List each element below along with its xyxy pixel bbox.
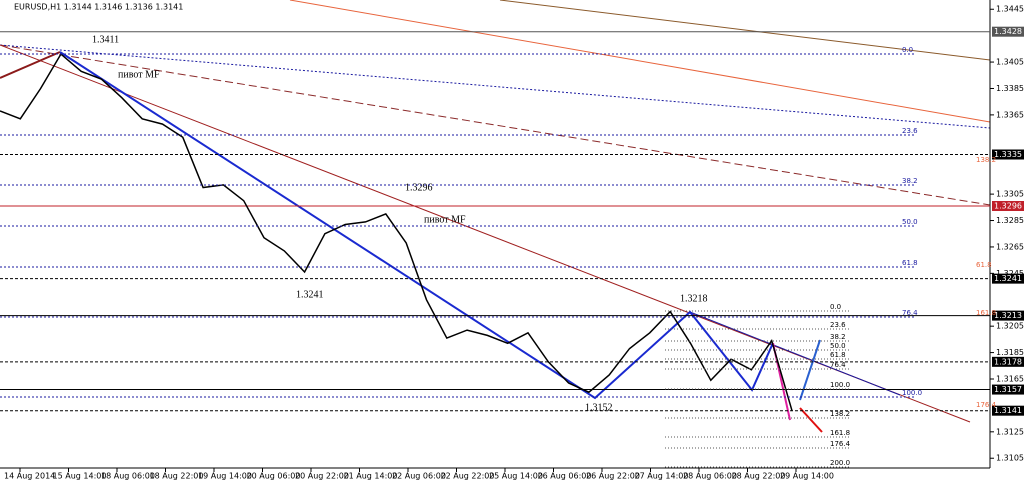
price-marker-label: 1.3296 [994, 202, 1022, 211]
fib-label: 76.4 [830, 361, 846, 369]
price-marker-label: 1.3178 [994, 357, 1022, 366]
zigzag [59, 51, 774, 400]
fib-label: 38.2 [830, 333, 846, 341]
fib-label: 61.8 [902, 259, 918, 267]
x-tick-label: 18 Aug 06:00 [101, 472, 155, 481]
price-marker [992, 26, 1024, 37]
y-tick-label: 1.3125 [996, 427, 1024, 436]
x-tick-label: 22 Aug 06:00 [392, 472, 446, 481]
fib-label: 61.8 [976, 261, 992, 269]
price-marker [992, 356, 1024, 367]
trendline [499, 0, 991, 61]
x-tick-label: 25 Aug 14:00 [489, 472, 543, 481]
fib-label: 176.4 [830, 440, 851, 448]
arrow [799, 407, 823, 433]
chart-title: EURUSD,H1 1.3144 1.3146 1.3136 1.3141 [14, 3, 183, 12]
fib-label: 176.4 [976, 401, 997, 409]
price-marker [992, 384, 1024, 395]
fib-label: 23.6 [830, 321, 846, 329]
fib-label: 100.0 [830, 381, 850, 389]
x-tick-label: 18 Aug 22:00 [150, 472, 204, 481]
price-marker [992, 201, 1024, 212]
trendline [0, 44, 991, 206]
y-tick-label: 1.3205 [996, 322, 1024, 331]
fib-label: 100.0 [902, 389, 922, 397]
x-tick-label: 20 Aug 06:00 [247, 472, 301, 481]
price-marker-label: 1.3428 [994, 27, 1022, 36]
x-tick-label: 28 Aug 22:00 [732, 472, 786, 481]
fib-label: 76.4 [902, 309, 918, 317]
trendline [0, 44, 991, 129]
y-tick-label: 1.3365 [996, 110, 1024, 119]
price-axis [990, 0, 1024, 482]
y-tick-label: 1.3445 [996, 5, 1024, 14]
y-tick-label: 1.3285 [996, 216, 1024, 225]
fib-label: 161.8 [976, 309, 996, 317]
x-tick-label: 22 Aug 22:00 [441, 472, 495, 481]
price-marker-label: 1.3141 [994, 406, 1022, 415]
fib-label: 0.0 [830, 303, 841, 311]
annotation: 1.3296 [405, 182, 433, 193]
x-tick-label: 28 Aug 06:00 [683, 472, 737, 481]
x-tick-label: 14 Aug 2014 [4, 472, 55, 481]
annotation: 1.3218 [680, 293, 708, 304]
fib-label: 61.8 [830, 351, 846, 359]
x-tick-label: 15 Aug 14:00 [53, 472, 107, 481]
price-marker-label: 1.3241 [994, 274, 1022, 283]
fib-label: 138.2 [976, 156, 996, 164]
y-tick-label: 1.3305 [996, 190, 1024, 199]
y-tick-label: 1.3405 [996, 58, 1024, 67]
x-tick-label: 26 Aug 06:00 [538, 472, 592, 481]
fib-label: 161.8 [830, 429, 850, 437]
price-line [0, 52, 793, 411]
x-tick-label: 26 Aug 22:00 [586, 472, 640, 481]
x-tick-label: 21 Aug 14:00 [344, 472, 398, 481]
trendline [289, 0, 991, 123]
fib-label: 200.0 [830, 459, 850, 467]
price-marker [992, 149, 1024, 160]
trendline [689, 311, 901, 396]
fib-label: 23.6 [902, 127, 918, 135]
price-marker-label: 1.3213 [994, 311, 1022, 320]
x-tick-label: 29 Aug 14:00 [780, 472, 834, 481]
y-tick-label: 1.3265 [996, 242, 1024, 251]
y-tick-label: 1.3185 [996, 348, 1024, 357]
y-tick-label: 1.3245 [996, 269, 1024, 278]
x-tick-label: 27 Aug 14:00 [635, 472, 689, 481]
price-marker-label: 1.3335 [994, 150, 1022, 159]
zigzag [0, 51, 61, 79]
x-tick-label: 20 Aug 22:00 [295, 472, 349, 481]
fib-label: 38.2 [902, 177, 918, 185]
x-tick-label: 19 Aug 14:00 [198, 472, 252, 481]
price-marker [992, 310, 1024, 321]
y-tick-label: 1.3165 [996, 374, 1024, 383]
annotation: 1.3241 [296, 289, 324, 300]
fib-label: 50.0 [902, 218, 918, 226]
price-marker [992, 273, 1024, 284]
price-marker [992, 405, 1024, 416]
y-tick-label: 1.3385 [996, 84, 1024, 93]
annotation: пивот МF [424, 214, 466, 225]
fib-label: 138.2 [830, 410, 850, 418]
y-tick-label: 1.3105 [996, 454, 1024, 463]
annotation: пивот МF [118, 69, 160, 80]
fib-label: 50.0 [830, 342, 846, 350]
price-marker-label: 1.3157 [994, 385, 1022, 394]
fib-label: 0.0 [902, 46, 913, 54]
annotation: 1.3411 [92, 34, 119, 45]
annotation: 1.3152 [585, 402, 613, 413]
